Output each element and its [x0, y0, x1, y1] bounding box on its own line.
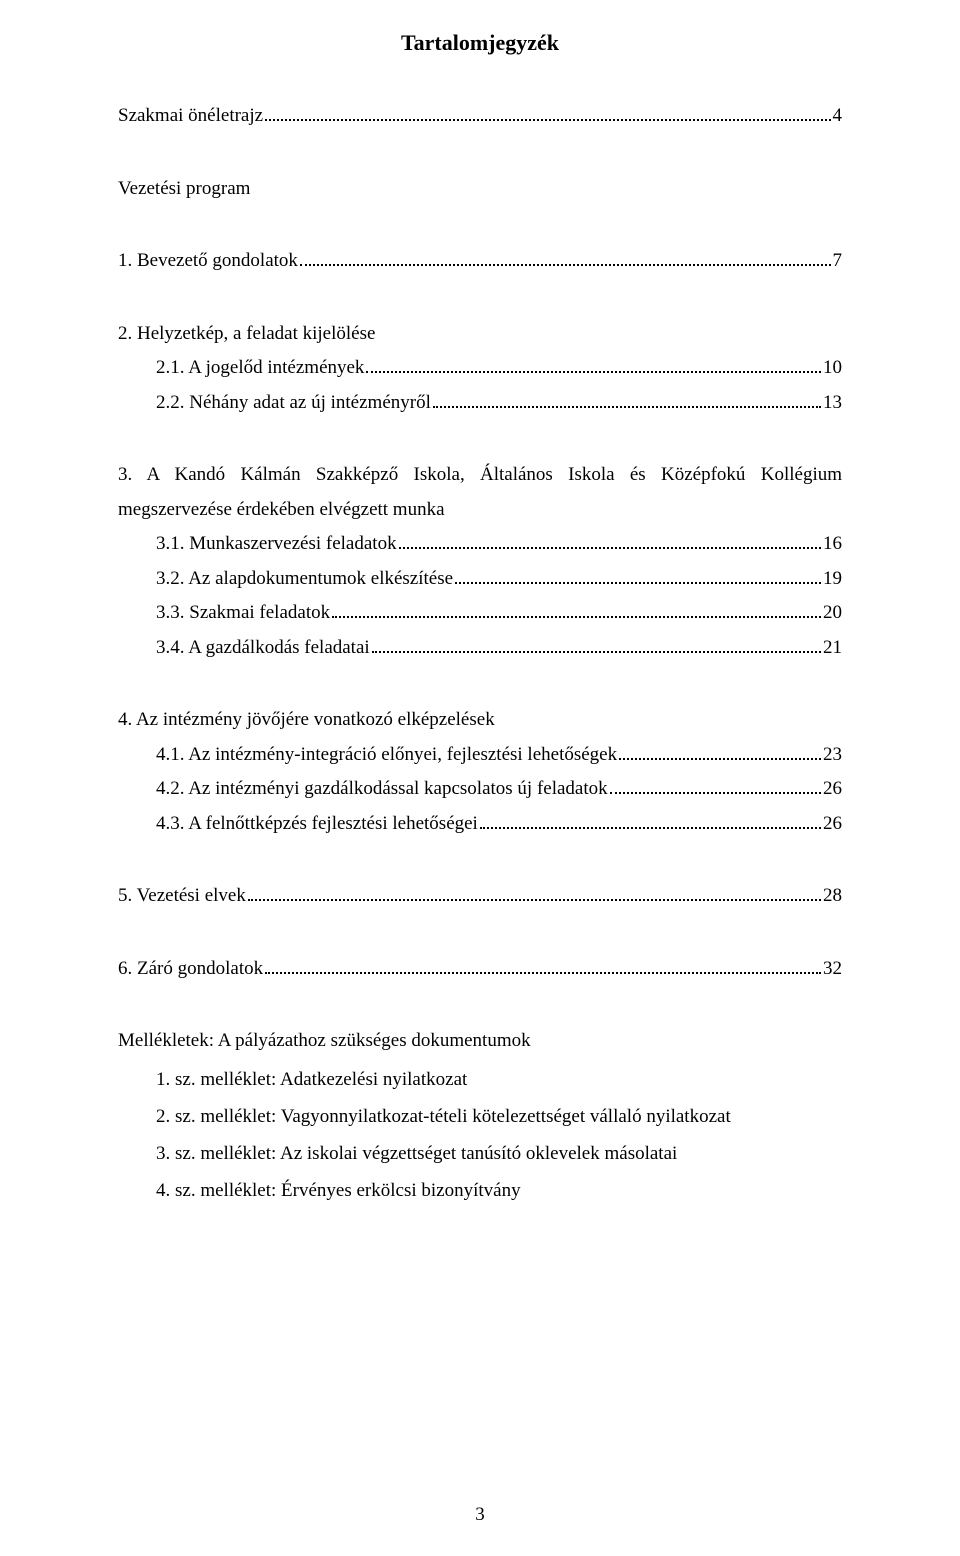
toc-label: 2. Helyzetkép, a feladat kijelölése — [118, 323, 375, 344]
toc-label: Vezetési program — [118, 178, 250, 199]
toc-entry: 3. A Kandó Kálmán Szakképző Iskola, Álta… — [118, 461, 842, 490]
toc-label: 3. A Kandó Kálmán Szakképző Iskola, Álta… — [118, 464, 842, 485]
attachment-item: 2. sz. melléklet: Vagyonnyilatkozat-téte… — [156, 1099, 842, 1134]
toc-subentry: 3.4. A gazdálkodás feladatai 21 — [118, 634, 842, 663]
toc-page: 26 — [823, 775, 842, 804]
toc-label: 1. Bevezető gondolatok — [118, 247, 298, 276]
toc-leader — [372, 651, 821, 653]
toc-page: 7 — [833, 247, 843, 276]
attachment-item: 4. sz. melléklet: Érvényes erkölcsi bizo… — [156, 1173, 842, 1208]
toc-label: 2.1. A jogelőd intézmények — [156, 354, 364, 383]
toc-subentry: 3.3. Szakmai feladatok 20 — [118, 599, 842, 628]
toc-subentry: 3.2. Az alapdokumentumok elkészítése 19 — [118, 565, 842, 594]
toc-entry: Vezetési program — [118, 175, 842, 204]
toc-entry: 2. Helyzetkép, a feladat kijelölése — [118, 320, 842, 349]
toc-label: 2.2. Néhány adat az új intézményről — [156, 389, 431, 418]
toc-page: 19 — [823, 565, 842, 594]
toc-label: megszervezése érdekében elvégzett munka — [118, 499, 445, 520]
toc-entry: 4. Az intézmény jövőjére vonatkozó elkép… — [118, 706, 842, 735]
toc-page: 16 — [823, 530, 842, 559]
toc-page: 26 — [823, 810, 842, 839]
toc-page: 32 — [823, 955, 842, 984]
toc-leader — [455, 582, 821, 584]
toc-entry: 6. Záró gondolatok 32 — [118, 955, 842, 984]
toc-entry: 5. Vezetési elvek 28 — [118, 882, 842, 911]
toc-page: 4 — [833, 102, 843, 131]
page-title: Tartalomjegyzék — [118, 30, 842, 56]
toc-label: 6. Záró gondolatok — [118, 955, 263, 984]
attachment-item: 3. sz. melléklet: Az iskolai végzettsége… — [156, 1136, 842, 1171]
toc-leader — [265, 119, 830, 121]
toc-label: 3.2. Az alapdokumentumok elkészítése — [156, 565, 453, 594]
toc-label: 3.3. Szakmai feladatok — [156, 599, 330, 628]
toc-label: 4.2. Az intézményi gazdálkodással kapcso… — [156, 775, 608, 804]
toc-leader — [300, 264, 831, 266]
page-number: 3 — [0, 1504, 960, 1526]
toc-leader — [433, 406, 821, 408]
toc-subentry: 4.2. Az intézményi gazdálkodással kapcso… — [118, 775, 842, 804]
toc-subentry: 3.1. Munkaszervezési feladatok 16 — [118, 530, 842, 559]
toc-label: 4. Az intézmény jövőjére vonatkozó elkép… — [118, 709, 495, 730]
attachment-item: 1. sz. melléklet: Adatkezelési nyilatkoz… — [156, 1062, 842, 1097]
toc-entry-continued: megszervezése érdekében elvégzett munka — [118, 496, 842, 525]
toc-page: 23 — [823, 741, 842, 770]
toc-label: 5. Vezetési elvek — [118, 882, 246, 911]
toc-label: 3.4. A gazdálkodás feladatai — [156, 634, 370, 663]
toc-leader — [248, 899, 821, 901]
toc-page: 21 — [823, 634, 842, 663]
toc-label: Szakmai önéletrajz — [118, 102, 263, 131]
toc-page: 28 — [823, 882, 842, 911]
toc-subentry: 2.2. Néhány adat az új intézményről 13 — [118, 389, 842, 418]
attachments-heading: Mellékletek: A pályázathoz szükséges dok… — [118, 1027, 842, 1056]
document-page: Tartalomjegyzék Szakmai önéletrajz 4 Vez… — [0, 0, 960, 1556]
toc-leader — [399, 547, 821, 549]
toc-subentry: 4.1. Az intézmény-integráció előnyei, fe… — [118, 741, 842, 770]
attachments-list: 1. sz. melléklet: Adatkezelési nyilatkoz… — [118, 1062, 842, 1209]
toc-label: 3.1. Munkaszervezési feladatok — [156, 530, 397, 559]
toc-page: 20 — [823, 599, 842, 628]
toc-subentry: 4.3. A felnőttképzés fejlesztési lehetős… — [118, 810, 842, 839]
toc-page: 10 — [823, 354, 842, 383]
toc-subentry: 2.1. A jogelőd intézmények 10 — [118, 354, 842, 383]
toc-leader — [619, 758, 821, 760]
toc-leader — [480, 827, 821, 829]
toc-leader — [265, 972, 821, 974]
toc-leader — [610, 792, 821, 794]
toc-leader — [366, 371, 821, 373]
toc-entry: Szakmai önéletrajz 4 — [118, 102, 842, 131]
toc-page: 13 — [823, 389, 842, 418]
toc-label: 4.3. A felnőttképzés fejlesztési lehetős… — [156, 810, 478, 839]
toc-label: 4.1. Az intézmény-integráció előnyei, fe… — [156, 741, 617, 770]
toc-entry: 1. Bevezető gondolatok 7 — [118, 247, 842, 276]
toc-leader — [332, 616, 821, 618]
